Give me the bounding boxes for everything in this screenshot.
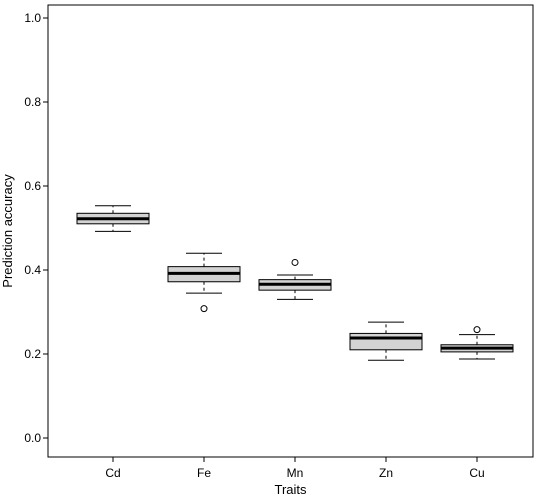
y-tick-label: 0.8 [24, 95, 41, 109]
x-tick-label-cu: Cu [469, 466, 484, 480]
y-axis: 0.0 0.2 0.4 0.6 0.8 1.0 [24, 11, 48, 445]
y-tick-label: 0.6 [24, 179, 41, 193]
iqr-box [349, 332, 423, 351]
y-axis-label: Prediction accuracy [0, 174, 15, 288]
box-cd [76, 205, 150, 232]
x-tick-label-fe: Fe [197, 466, 211, 480]
x-axis-label: Traits [274, 482, 307, 497]
box-zn [349, 321, 423, 361]
y-tick-label: 0.0 [24, 431, 41, 445]
outlier-point [291, 258, 299, 266]
x-tick-label-cd: Cd [105, 466, 120, 480]
box-fe [167, 252, 241, 313]
box-cu [440, 326, 514, 360]
outlier-point [200, 305, 208, 313]
x-tick-label-mn: Mn [287, 466, 304, 480]
x-axis: Cd Fe Mn Zn Cu [105, 457, 485, 480]
y-tick-label: 1.0 [24, 11, 41, 25]
box-mn [258, 258, 332, 300]
plot-frame [47, 4, 534, 458]
y-tick-label: 0.4 [24, 263, 41, 277]
outlier-point [473, 326, 481, 334]
box-series [76, 205, 514, 361]
y-tick-label: 0.2 [24, 347, 41, 361]
x-tick-label-zn: Zn [379, 466, 393, 480]
